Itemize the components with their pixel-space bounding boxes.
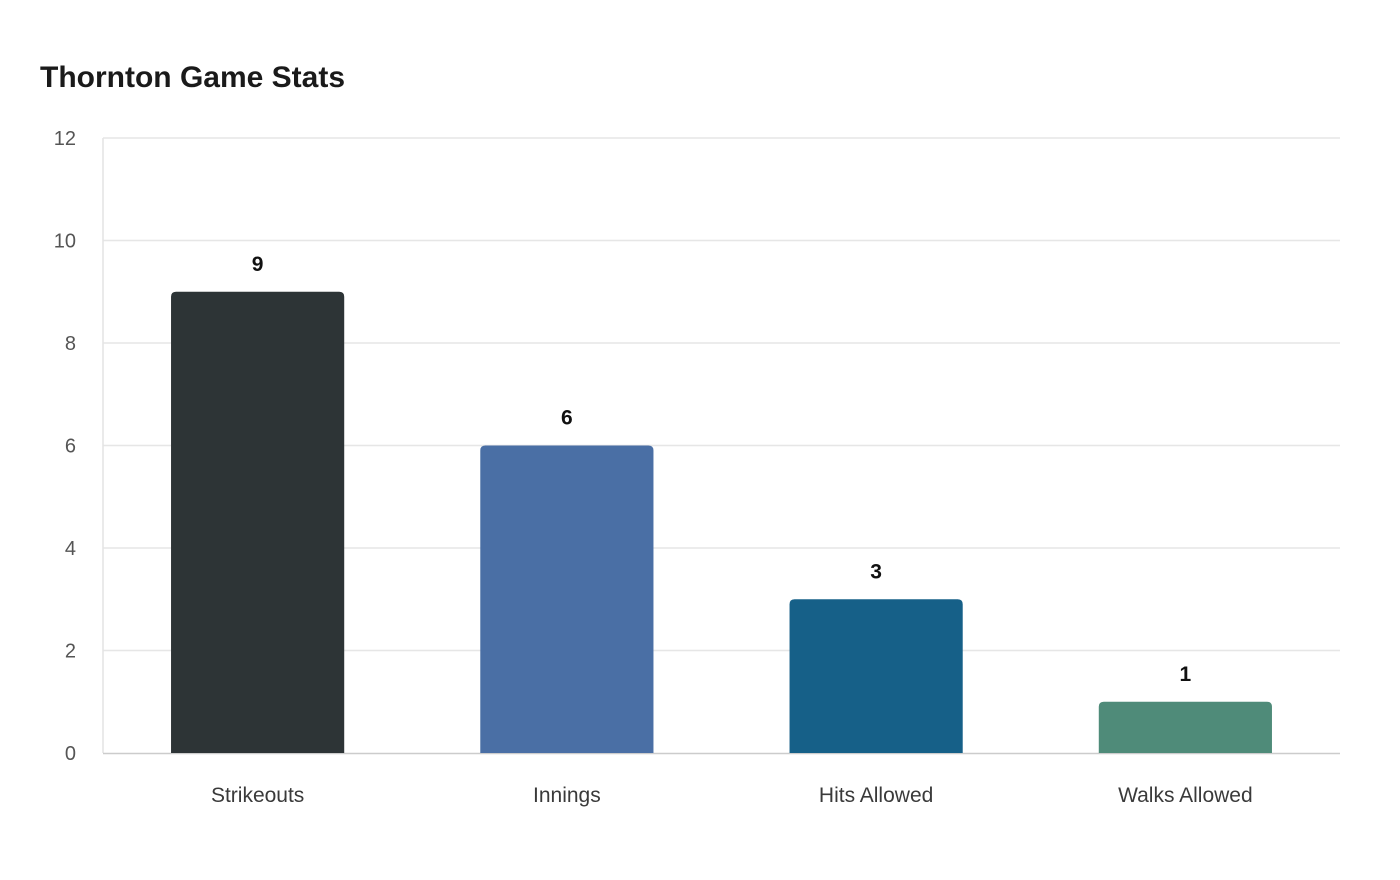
- y-tick-label: 2: [65, 641, 76, 663]
- bar-strikeouts: [171, 291, 345, 753]
- data-label: 9: [252, 253, 264, 276]
- data-label: 3: [870, 560, 882, 583]
- data-label: 1: [1180, 663, 1192, 686]
- data-label: 6: [561, 407, 573, 430]
- axes: 0 2 4 6 8 10 12: [54, 128, 1340, 765]
- chart-title: Thornton Game Stats: [40, 61, 346, 94]
- y-tick-label: 8: [65, 333, 76, 355]
- x-tick-label: Strikeouts: [211, 784, 304, 807]
- x-tick-label: Hits Allowed: [819, 784, 933, 807]
- x-tick-label: Walks Allowed: [1118, 784, 1253, 807]
- y-tick-label: 6: [65, 436, 76, 458]
- bars: [171, 291, 1272, 753]
- x-tick-label: Innings: [533, 784, 601, 807]
- y-tick-label: 10: [54, 231, 76, 253]
- labels: 9 Strikeouts 6 Innings 3 Hits Allowed 1 Walks A…: [211, 253, 1253, 807]
- bar-hits-allowed: [789, 599, 963, 753]
- y-tick-label: 4: [65, 538, 76, 560]
- y-tick-label: 0: [65, 743, 76, 765]
- y-tick-label: 12: [54, 128, 76, 150]
- bar-walks-allowed: [1098, 701, 1272, 753]
- bar-innings: [480, 445, 654, 753]
